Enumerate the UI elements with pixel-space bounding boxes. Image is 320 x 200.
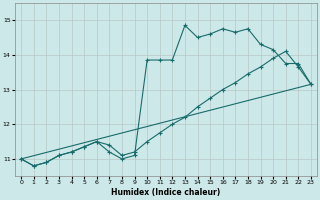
X-axis label: Humidex (Indice chaleur): Humidex (Indice chaleur) <box>111 188 221 197</box>
